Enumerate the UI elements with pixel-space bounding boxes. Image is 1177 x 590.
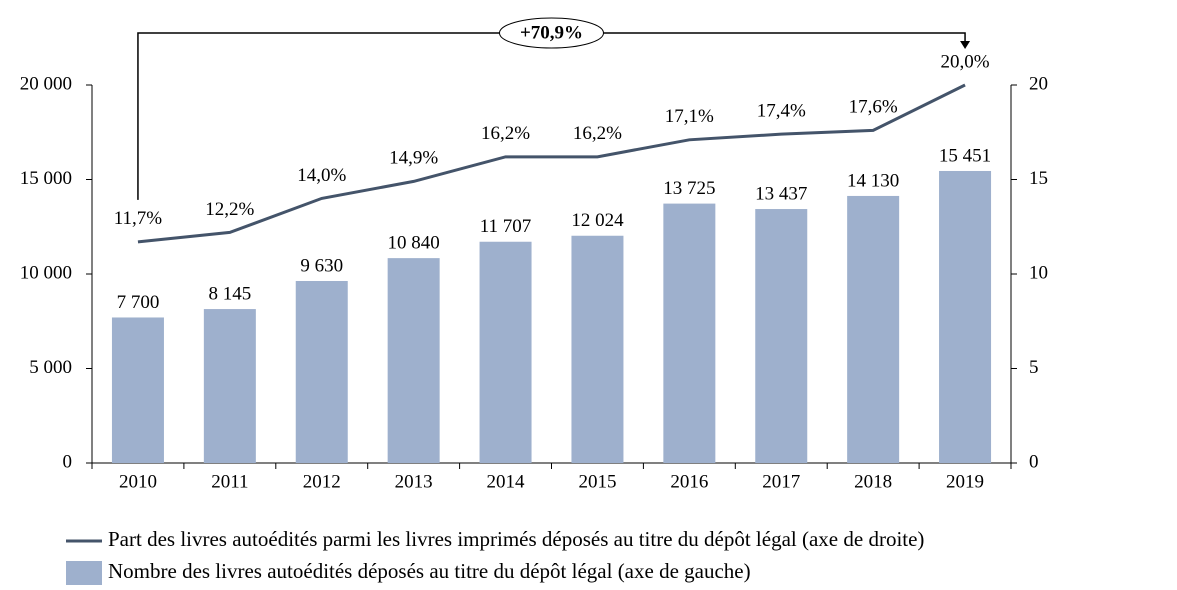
x-tick-label: 2019	[946, 471, 984, 492]
x-tick-label: 2010	[119, 471, 157, 492]
legend-label: Nombre des livres autoédités déposés au …	[108, 559, 751, 583]
bar-value-label: 14 130	[847, 170, 899, 191]
legend-swatch	[66, 561, 102, 585]
bar	[755, 209, 808, 463]
y2-tick-label: 5	[1029, 357, 1039, 378]
line-value-label: 17,6%	[849, 97, 898, 118]
line-value-label: 14,9%	[389, 148, 438, 169]
y-tick-label: 15 000	[20, 168, 72, 189]
bar	[939, 170, 992, 463]
x-tick-label: 2013	[395, 471, 433, 492]
x-tick-label: 2018	[854, 471, 892, 492]
y2-tick-label: 0	[1029, 451, 1039, 472]
line-value-label: 17,1%	[665, 106, 714, 127]
annotation: +70,9%	[520, 22, 583, 43]
bar	[203, 309, 256, 463]
x-tick-label: 2011	[211, 471, 248, 492]
bar-value-label: 9 630	[300, 255, 343, 276]
annotation-bracket	[137, 32, 966, 200]
y-tick-label: 5 000	[29, 357, 72, 378]
bar-value-label: 12 024	[571, 210, 624, 231]
line-value-label: 17,4%	[757, 100, 806, 121]
line-value-label: 14,0%	[297, 165, 346, 186]
bar	[111, 317, 164, 463]
bar-value-label: 7 700	[117, 292, 160, 313]
line	[137, 83, 966, 244]
bar	[295, 280, 348, 463]
bar-value-label: 13 437	[755, 183, 807, 204]
annotation-box	[499, 17, 604, 49]
bar-value-label: 13 725	[663, 178, 715, 199]
y-tick-label: 20 000	[20, 73, 72, 94]
y-tick-label: 10 000	[20, 262, 72, 283]
bar	[663, 203, 716, 463]
bar-value-label: 8 145	[208, 283, 251, 304]
x-tick-label: 2012	[303, 471, 341, 492]
x-tick-label: 2015	[578, 471, 616, 492]
line-value-label: 20,0%	[941, 51, 990, 72]
line-value-label: 12,2%	[205, 199, 254, 220]
line-value-label: 16,2%	[573, 123, 622, 144]
y2-tick-label: 10	[1029, 262, 1048, 283]
annotation-arrowhead	[960, 41, 971, 49]
x-tick-label: 2014	[487, 471, 526, 492]
line-value-label: 16,2%	[481, 123, 530, 144]
line-value-label: 11,7%	[114, 208, 163, 229]
legend-label: Part des livres autoédités parmi les liv…	[108, 527, 924, 551]
x-tick-label: 2017	[762, 471, 800, 492]
y-tick-label: 0	[63, 451, 73, 472]
bar	[479, 241, 532, 463]
bar	[847, 195, 900, 463]
bar	[387, 258, 440, 463]
y2-tick-label: 15	[1029, 168, 1048, 189]
bar-value-label: 15 451	[939, 145, 991, 166]
bar-value-label: 11 707	[480, 216, 532, 237]
x-tick-label: 2016	[670, 471, 708, 492]
y2-tick-label: 20	[1029, 73, 1048, 94]
bar-value-label: 10 840	[388, 232, 440, 253]
bar	[571, 235, 624, 463]
